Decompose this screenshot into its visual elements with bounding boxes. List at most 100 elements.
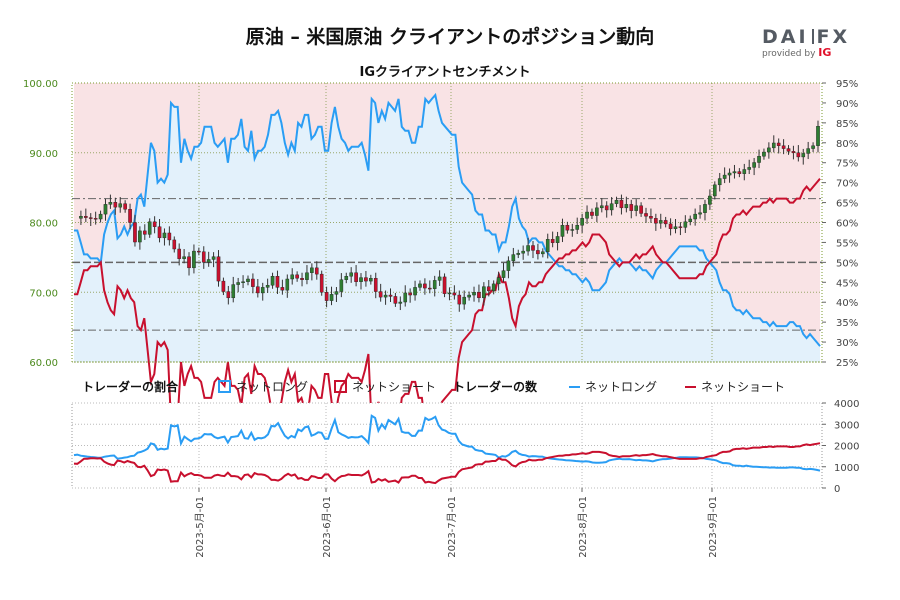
- net-short-area: [74, 83, 820, 347]
- candle-body: [604, 205, 609, 211]
- legend-ratio-title: トレーダーの割合: [82, 379, 179, 394]
- legend-count-long: ネットロング: [585, 380, 657, 394]
- candle-body: [752, 162, 756, 168]
- candle-body: [260, 287, 265, 294]
- panel-title: IGクライアントセンチメント: [360, 65, 531, 80]
- candle-body: [629, 204, 634, 211]
- candle-body: [182, 256, 186, 259]
- candle-body: [575, 225, 580, 230]
- candle-body: [550, 239, 555, 243]
- candle-body: [727, 172, 732, 176]
- count-tick-label: 2000: [834, 442, 859, 453]
- candle-body: [324, 292, 329, 301]
- candle-body: [437, 276, 442, 281]
- candle-body: [305, 272, 309, 280]
- percent-tick-label: 30%: [836, 338, 858, 349]
- candle-body: [722, 174, 727, 179]
- sentiment-panel: 60.00 70.00 80.00 90.00 100.00 25% 30% 35% 40% 4…: [23, 65, 858, 433]
- logo-text-dai: DAI: [762, 26, 809, 48]
- count-tick-label: 1000: [834, 463, 859, 474]
- candle-body: [747, 167, 752, 170]
- candle-body: [359, 277, 363, 282]
- candle-body: [791, 151, 796, 153]
- candle-body: [511, 254, 516, 262]
- candle-body: [555, 236, 560, 243]
- percent-tick-label: 45%: [836, 278, 858, 289]
- candle-body: [138, 230, 142, 243]
- candle-body: [211, 256, 216, 260]
- plot-frame: [71, 82, 823, 363]
- candle-body: [79, 216, 83, 219]
- candle-body: [644, 213, 648, 217]
- candle-body: [585, 211, 589, 219]
- candle-body: [457, 294, 462, 305]
- candle-body: [683, 221, 688, 228]
- count-grid-lines: [72, 402, 822, 489]
- candle-body: [393, 296, 398, 304]
- candle-body: [84, 216, 88, 218]
- candle-body: [452, 292, 457, 296]
- candle-body: [378, 291, 383, 298]
- percent-tick-label: 70%: [836, 179, 858, 190]
- candle-body: [339, 279, 344, 292]
- candle-body: [172, 239, 177, 250]
- candle-body: [595, 207, 599, 216]
- net-short-visible-line: [74, 178, 821, 433]
- candle-body: [693, 213, 697, 220]
- candle-body: [762, 151, 766, 157]
- candle-body: [231, 284, 236, 299]
- percent-tick-label: 65%: [836, 199, 858, 210]
- candle-body: [442, 276, 447, 294]
- candle-body: [565, 225, 570, 231]
- percent-tick-label: 55%: [836, 238, 858, 249]
- candle-body: [413, 287, 417, 296]
- candle-body: [482, 286, 486, 299]
- percent-tick-label: 85%: [836, 119, 858, 130]
- candle-body: [560, 225, 565, 237]
- candle-body: [634, 205, 638, 211]
- candle-body: [128, 209, 132, 223]
- candle-body: [418, 283, 422, 288]
- candle-body: [192, 250, 196, 269]
- candle-body: [698, 212, 702, 215]
- candle-body: [388, 294, 393, 297]
- candle-body: [771, 142, 776, 149]
- candle-body: [521, 250, 525, 254]
- candle-body: [663, 220, 668, 225]
- candle-body: [531, 245, 535, 251]
- candle-body: [118, 203, 123, 208]
- candle-body: [398, 301, 403, 304]
- candle-body: [349, 272, 353, 277]
- percent-axis: 25% 30% 35% 40% 45% 50% 55% 60% 65% 70% 75% 80% 85% 9…: [822, 79, 858, 369]
- candle-body: [98, 213, 103, 220]
- candle-body: [678, 226, 683, 228]
- percent-tick-label: 25%: [836, 358, 858, 369]
- percent-tick-label: 95%: [836, 79, 858, 90]
- legend-long-box: [218, 380, 231, 393]
- candle-body: [113, 202, 118, 208]
- candle-body: [354, 272, 358, 282]
- price-tick-label: 70.00: [29, 288, 58, 299]
- price-tick-label: 60.00: [29, 358, 58, 369]
- percent-tick-label: 90%: [836, 99, 858, 110]
- candle-body: [541, 251, 545, 255]
- candle-body: [197, 250, 201, 253]
- candle-body: [408, 292, 412, 296]
- count-tick-label: 4000: [834, 399, 859, 410]
- candle-body: [536, 250, 540, 255]
- percent-tick-label: 40%: [836, 298, 858, 309]
- price-tick-label: 90.00: [29, 149, 58, 160]
- candle-body: [93, 218, 98, 220]
- candle-body: [285, 278, 290, 291]
- net-long-area: [74, 95, 820, 362]
- candle-body: [280, 287, 285, 291]
- count-axis: 0 1000 2000 3000 4000: [822, 399, 859, 495]
- legend-short-box: [334, 380, 347, 393]
- candle-body: [737, 171, 742, 174]
- candle-body: [162, 232, 167, 239]
- candle-body: [688, 218, 693, 223]
- chart-title: 原油 – 米国原油 クライアントのポジション動向: [245, 26, 655, 48]
- date-tick-label: 2023-9月-01: [707, 496, 719, 558]
- candle-body: [152, 221, 157, 227]
